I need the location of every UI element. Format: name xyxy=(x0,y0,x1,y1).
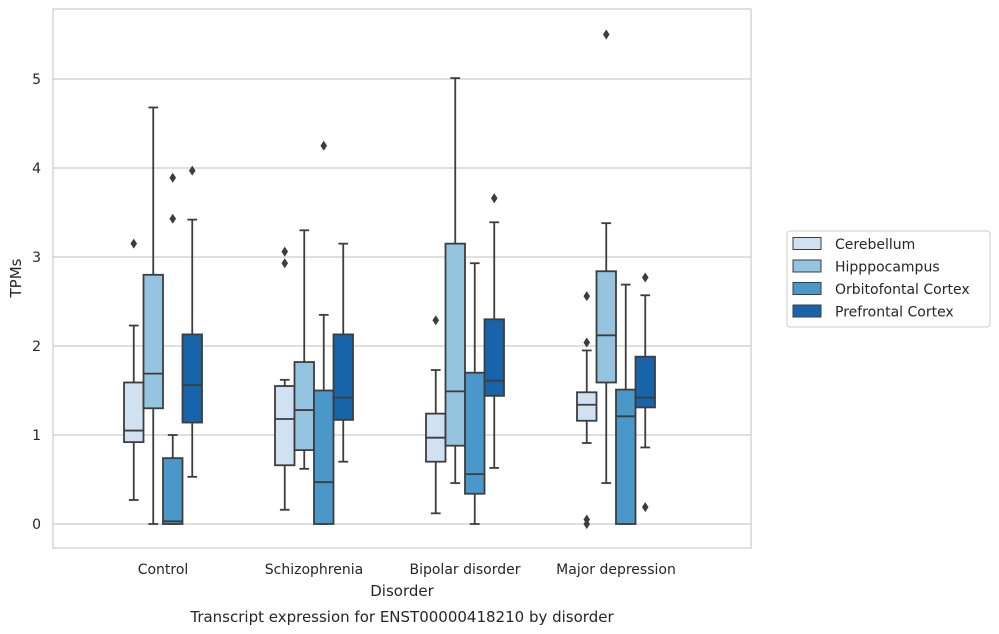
outlier-point xyxy=(583,291,591,302)
box-body xyxy=(142,273,164,410)
box-orbitofontal-cortex xyxy=(615,283,637,525)
box-prefrontal-cortex xyxy=(332,242,354,463)
box-hipppocampus xyxy=(293,229,315,470)
legend-swatch xyxy=(792,259,822,273)
x-tick-label: Control xyxy=(138,562,189,578)
box-body xyxy=(576,391,598,422)
legend: Cerebellum Hipppocampus Orbitofontal Corte… xyxy=(786,230,991,328)
y-tick-label: 4 xyxy=(32,161,41,177)
box-body xyxy=(313,389,335,525)
outlier-point xyxy=(169,172,177,183)
y-tick-label: 2 xyxy=(32,339,41,355)
legend-swatch xyxy=(792,304,822,318)
y-tick-label: 0 xyxy=(32,517,41,533)
box-prefrontal-cortex xyxy=(181,165,203,478)
box-body xyxy=(181,333,203,424)
legend-label: Cerebellum xyxy=(835,237,915,253)
x-tick-labels: Control Schizophrenia Bipolar disorder Majo… xyxy=(138,562,676,578)
boxes xyxy=(123,29,656,529)
outlier-point xyxy=(432,315,440,326)
box-body xyxy=(615,388,637,525)
box-orbitofontal-cortex xyxy=(162,172,184,525)
outlier-point xyxy=(281,258,289,269)
x-tick-label: Schizophrenia xyxy=(265,562,363,578)
y-tick-label: 3 xyxy=(32,250,41,266)
box-body xyxy=(464,371,486,495)
outlier-point xyxy=(641,502,649,513)
y-tick-label: 5 xyxy=(32,72,41,88)
box-orbitofontal-cortex xyxy=(313,140,335,525)
chart-caption: Transcript expression for ENST0000041821… xyxy=(189,608,614,626)
outlier-point xyxy=(281,246,289,257)
box-body xyxy=(444,242,466,447)
outlier-point xyxy=(320,140,328,151)
box-cerebellum xyxy=(576,291,598,529)
legend-label: Orbitofontal Cortex xyxy=(835,282,970,298)
legend-label: Prefrontal Cortex xyxy=(835,305,954,321)
box-orbitofontal-cortex xyxy=(464,262,486,525)
outlier-point xyxy=(641,272,649,283)
box-body xyxy=(162,457,184,525)
y-axis-label: TPMs xyxy=(7,258,25,298)
legend-frame xyxy=(786,230,991,328)
outlier-point xyxy=(169,213,177,224)
box-body xyxy=(274,385,296,467)
box-prefrontal-cortex xyxy=(483,193,505,469)
outlier-point xyxy=(490,193,498,204)
outlier-point xyxy=(602,29,610,40)
outlier-point xyxy=(188,165,196,176)
plot-area-frame xyxy=(52,8,752,549)
outlier-point xyxy=(583,519,591,529)
box-body xyxy=(123,381,145,444)
x-axis-label: Disorder xyxy=(370,582,434,600)
box-prefrontal-cortex xyxy=(634,272,656,513)
box-cerebellum xyxy=(425,315,447,515)
box-body xyxy=(634,355,656,409)
box-hipppocampus xyxy=(444,77,466,484)
x-tick-label: Major depression xyxy=(556,562,676,578)
box-hipppocampus xyxy=(595,29,617,484)
legend-swatch xyxy=(792,237,822,250)
box-body xyxy=(293,361,315,452)
y-tick-label: 1 xyxy=(32,428,41,444)
box-cerebellum xyxy=(274,246,296,511)
box-body xyxy=(595,270,617,384)
box-cerebellum xyxy=(123,238,145,501)
box-body xyxy=(483,318,505,397)
y-tick-labels: 0 1 2 3 4 5 xyxy=(32,72,41,533)
box-body xyxy=(332,333,354,421)
outlier-point xyxy=(130,238,138,249)
x-tick-label: Bipolar disorder xyxy=(409,562,520,578)
legend-swatch xyxy=(792,282,822,295)
legend-label: Hipppocampus xyxy=(835,260,940,276)
outlier-point xyxy=(583,337,591,348)
box-hipppocampus xyxy=(142,106,164,525)
